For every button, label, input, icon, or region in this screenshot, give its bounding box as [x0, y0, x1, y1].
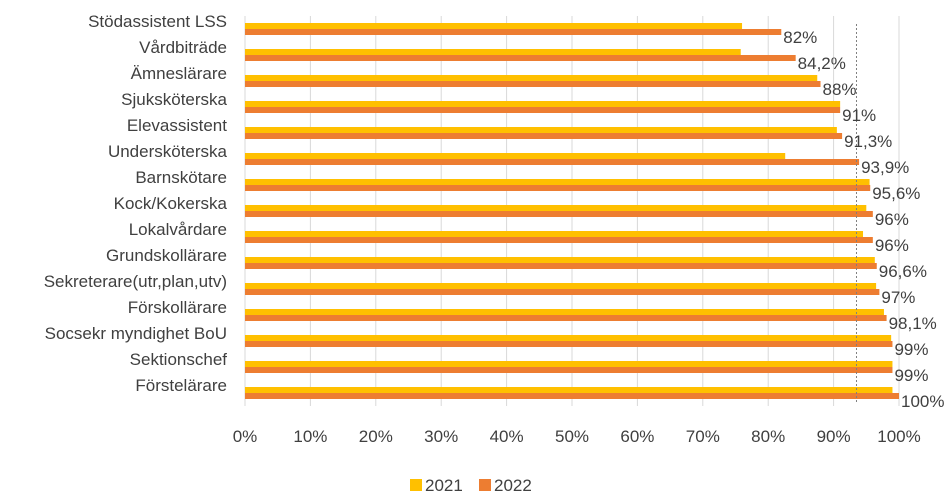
x-tick-label: 60%	[620, 427, 654, 446]
category-labels: Stödassistent LSS Vårdbiträde Ämneslärare S…	[44, 12, 228, 395]
category-label: Kock/Kokerska	[114, 194, 228, 213]
data-label: 95,6%	[872, 184, 920, 203]
bar-2022	[245, 55, 796, 61]
data-label: 93,9%	[861, 158, 909, 177]
bar-2022	[245, 289, 880, 295]
category-label: Socsekr myndighet BoU	[45, 324, 227, 343]
category-label: Barnskötare	[135, 168, 227, 187]
data-label: 96%	[875, 210, 909, 229]
category-label: Grundskollärare	[106, 246, 227, 265]
bars	[245, 23, 899, 399]
bar-2022	[245, 133, 843, 139]
x-tick-label: 0%	[233, 427, 258, 446]
x-axis-tick-labels: 0% 10% 20% 30% 40% 50% 60% 70% 80% 90% 100%	[233, 427, 921, 446]
data-label: 96%	[875, 236, 909, 255]
x-tick-label: 10%	[293, 427, 327, 446]
bar-2021	[245, 153, 786, 159]
bar-2021	[245, 23, 743, 29]
data-label: 98,1%	[889, 314, 937, 333]
data-label: 99%	[894, 366, 928, 385]
bar-2022	[245, 315, 887, 321]
bar-2022	[245, 367, 893, 373]
category-label: Undersköterska	[108, 142, 228, 161]
data-label: 97%	[881, 288, 915, 307]
category-label: Förskollärare	[128, 298, 227, 317]
legend-label: 2022	[494, 476, 532, 494]
category-label: Elevassistent	[127, 116, 227, 135]
category-label: Förstelärare	[135, 376, 227, 395]
bar-2022	[245, 237, 873, 243]
bar-2022	[245, 263, 877, 269]
bar-2021	[245, 257, 875, 263]
bar-2021	[245, 309, 884, 315]
bar-2021	[245, 49, 741, 55]
data-label: 96,6%	[879, 262, 927, 281]
bar-2021	[245, 361, 893, 367]
category-label: Stödassistent LSS	[88, 12, 227, 31]
x-tick-label: 100%	[877, 427, 920, 446]
bar-2022	[245, 159, 860, 165]
bar-2022	[245, 211, 873, 217]
bar-2021	[245, 335, 892, 341]
x-tick-label: 50%	[555, 427, 589, 446]
data-labels: 82% 84,2% 88% 91% 91,3% 93,9% 95,6% 96% 96% 96,6%…	[783, 28, 944, 411]
legend-swatch-2022	[479, 479, 491, 491]
category-label: Sektionschef	[130, 350, 228, 369]
category-label: Sekreterare(utr,plan,utv)	[44, 272, 227, 291]
category-label: Sjuksköterska	[121, 90, 227, 109]
data-label: 91,3%	[844, 132, 892, 151]
bar-2021	[245, 127, 837, 133]
x-tick-label: 40%	[490, 427, 524, 446]
data-label: 91%	[842, 106, 876, 125]
data-label: 100%	[901, 392, 944, 411]
category-label: Vårdbiträde	[139, 38, 227, 57]
data-label: 99%	[894, 340, 928, 359]
x-tick-label: 30%	[424, 427, 458, 446]
legend-label: 2021	[425, 476, 463, 494]
bar-2022	[245, 393, 899, 399]
data-label: 82%	[783, 28, 817, 47]
bar-2021	[245, 205, 867, 211]
category-label: Lokalvårdare	[129, 220, 227, 239]
bar-2021	[245, 387, 893, 393]
bar-2022	[245, 185, 871, 191]
category-label: Ämneslärare	[131, 64, 227, 83]
bar-2021	[245, 231, 864, 237]
bar-2021	[245, 75, 818, 81]
bar-2022	[245, 81, 821, 87]
bar-2022	[245, 341, 893, 347]
x-tick-label: 70%	[686, 427, 720, 446]
x-tick-label: 20%	[359, 427, 393, 446]
bar-2021	[245, 101, 841, 107]
legend: 2021 2022	[410, 476, 532, 494]
legend-swatch-2021	[410, 479, 422, 491]
bar-2021	[245, 179, 870, 185]
x-tick-label: 90%	[817, 427, 851, 446]
bar-2022	[245, 107, 841, 113]
x-tick-label: 80%	[751, 427, 785, 446]
bar-2021	[245, 283, 877, 289]
data-label: 84,2%	[798, 54, 846, 73]
data-label: 88%	[823, 80, 857, 99]
bar-2022	[245, 29, 782, 35]
